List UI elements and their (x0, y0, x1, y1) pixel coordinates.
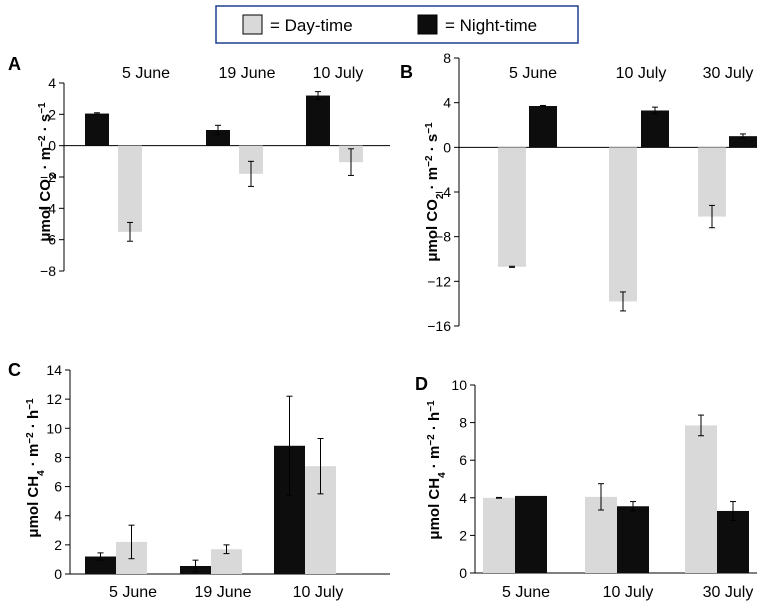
y-tick-label-b-5: −12 (427, 273, 451, 289)
y-tick-label-a-6: −8 (40, 263, 56, 279)
y-tick-label-c-0: 14 (46, 362, 62, 378)
y-tick-label-d-4: 2 (459, 527, 467, 543)
y-axis-label-d: μmol CH4 · m−2 · h−1 (426, 400, 448, 540)
y-axis-label-c: μmol CH4 · m−2 · h−1 (25, 398, 47, 538)
y-tick-label-c-3: 8 (54, 449, 62, 465)
y-tick-label-b-0: 8 (443, 50, 451, 66)
y-tick-label-a-3: −2 (40, 169, 56, 185)
legend: = Day-time = Night-time (215, 5, 579, 44)
bar-a-day-0 (118, 145, 142, 232)
y-tick-label-c-2: 10 (46, 420, 62, 436)
y-tick-label-d-0: 10 (451, 377, 467, 393)
category-label-a-2: 10 July (313, 65, 364, 82)
category-label-d-1: 10 July (603, 584, 654, 601)
chart-layer: 4 2 0 −2 −4 −6 −8 5 June 19 June 10 July 8 4 0 −4 −8 −1… (40, 50, 757, 601)
y-tick-label-c-7: 0 (54, 566, 62, 582)
y-tick-label-d-5: 0 (459, 565, 467, 581)
category-label-b-0: 5 June (509, 65, 557, 82)
y-tick-label-b-4: −8 (435, 229, 451, 245)
y-tick-label-a-4: −4 (40, 200, 56, 216)
bar-b-day-0 (498, 147, 526, 267)
category-label-a-1: 19 June (219, 65, 276, 82)
bar-d-night-2 (717, 510, 749, 573)
legend-box (215, 5, 579, 44)
y-tick-label-c-6: 2 (54, 537, 62, 553)
category-label-d-0: 5 June (502, 584, 550, 601)
y-axis-label-b: μmol CO2 · m−2 · s−1 (424, 122, 446, 262)
category-label-c-1: 19 June (195, 584, 252, 601)
y-tick-label-a-1: 2 (48, 106, 56, 122)
bar-a-night-2 (306, 95, 330, 146)
bar-d-day-2 (685, 425, 717, 573)
y-axis-label-a: μmol CO2 · m−2 · s−1 (37, 102, 59, 242)
bar-a-night-0 (85, 113, 109, 146)
panel-letter-c: C (8, 360, 21, 380)
category-label-c-2: 10 July (293, 584, 344, 601)
y-tick-label-a-2: 0 (48, 138, 56, 154)
y-tick-label-a-5: −6 (40, 232, 56, 248)
y-tick-label-d-2: 6 (459, 452, 467, 468)
y-tick-label-a-0: 4 (48, 75, 56, 91)
category-label-c-0: 5 June (109, 584, 157, 601)
y-tick-label-c-1: 12 (46, 391, 62, 407)
y-tick-label-b-1: 4 (443, 95, 451, 111)
bar-d-night-1 (617, 506, 649, 573)
bar-a-night-1 (206, 130, 230, 146)
bar-d-night-0 (515, 495, 547, 573)
bar-b-night-1 (641, 110, 669, 148)
legend-swatch-day (242, 14, 263, 35)
bar-b-day-1 (609, 147, 637, 302)
legend-swatch-night (417, 14, 438, 35)
bar-b-night-0 (529, 106, 557, 148)
legend-label-night: = Night-time (445, 16, 537, 35)
y-tick-label-b-3: −4 (435, 184, 451, 200)
panel-letter-b: B (400, 62, 413, 82)
category-label-b-2: 30 July (703, 65, 754, 82)
y-tick-label-c-5: 4 (54, 508, 62, 524)
y-tick-label-c-4: 6 (54, 479, 62, 495)
category-label-a-0: 5 June (122, 65, 170, 82)
bar-c-night-0 (85, 556, 116, 574)
category-label-d-2: 30 July (703, 584, 754, 601)
y-tick-label-b-2: 0 (443, 139, 451, 155)
y-tick-label-b-6: −16 (427, 318, 451, 334)
panel-letter-a: A (8, 54, 21, 74)
category-label-b-1: 10 July (616, 65, 667, 82)
y-tick-label-d-3: 4 (459, 490, 467, 506)
legend-label-day: = Day-time (270, 16, 353, 35)
bar-d-day-0 (483, 497, 515, 573)
y-tick-label-d-1: 8 (459, 415, 467, 431)
bar-b-night-2 (729, 136, 757, 148)
panel-letter-d: D (415, 374, 428, 394)
